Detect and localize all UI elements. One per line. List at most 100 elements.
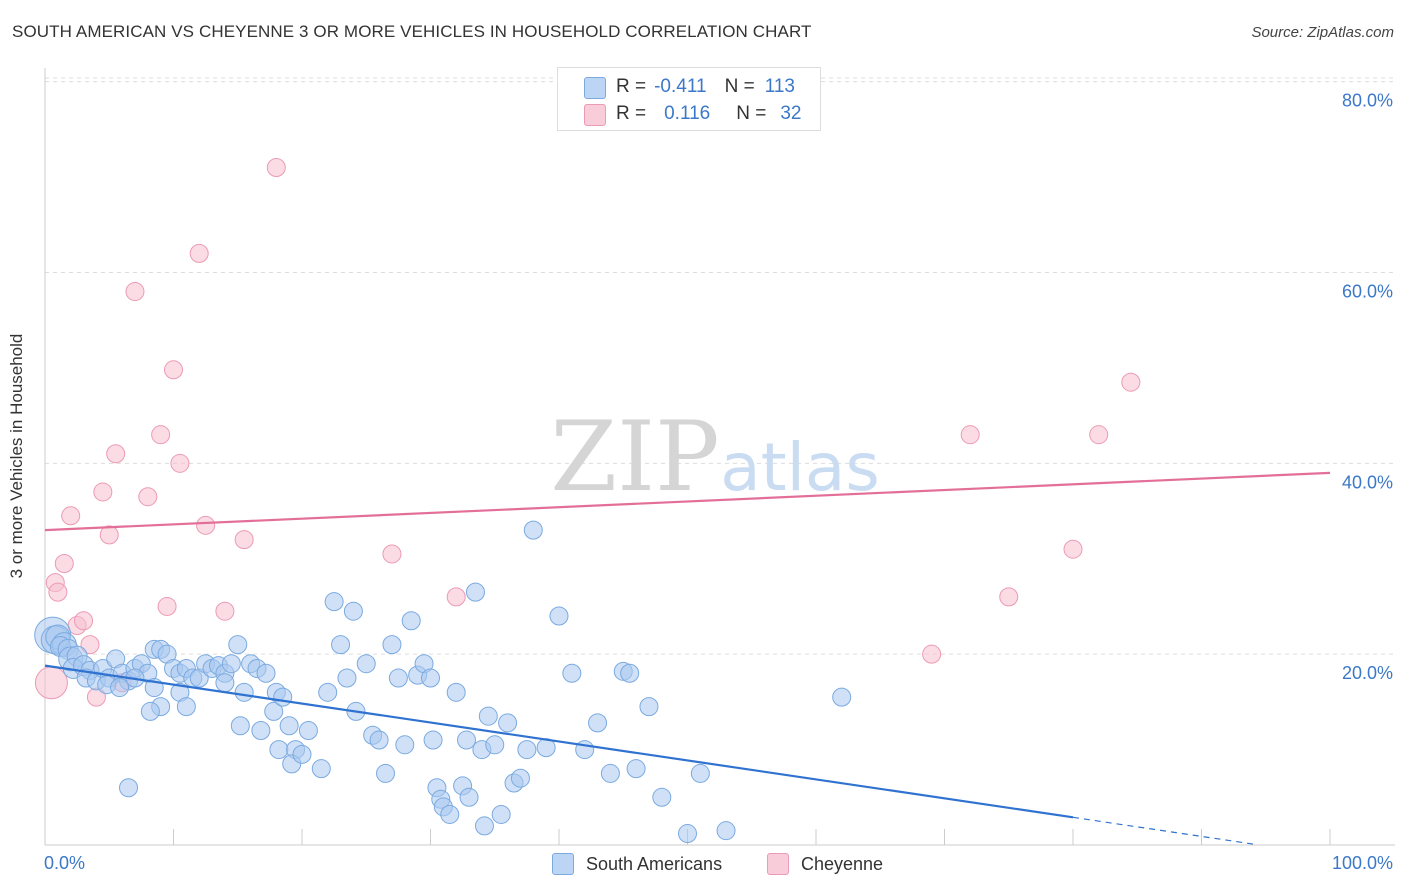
- south-americans-trend-extension: [1072, 816, 1253, 845]
- cheyenne-point: [922, 644, 942, 664]
- south-americans-point: [119, 778, 139, 798]
- cheyenne-trend-line: [44, 471, 1331, 532]
- cheyenne-point: [157, 596, 177, 616]
- south-americans-point: [256, 663, 276, 683]
- cheyenne-point: [960, 425, 980, 445]
- south-americans-point: [234, 682, 254, 702]
- legend-swatch-blue: [584, 77, 606, 99]
- bottom-legend-swatch-pink: [767, 853, 789, 875]
- south-americans-point: [600, 763, 620, 783]
- south-americans-point: [376, 763, 396, 783]
- legend-r-label: R =: [616, 103, 647, 124]
- trend-lines: [44, 471, 1331, 845]
- south-americans-point: [517, 740, 537, 760]
- south-americans-point: [474, 816, 494, 836]
- south-americans-point: [356, 654, 376, 674]
- south-americans-point: [269, 740, 289, 760]
- x-tick-label: 100.0%: [1332, 853, 1393, 873]
- cheyenne-point: [138, 487, 158, 507]
- south-americans-point: [491, 804, 511, 824]
- south-americans-point: [251, 720, 271, 740]
- south-americans-point: [230, 716, 250, 736]
- cheyenne-point: [99, 525, 119, 545]
- south-americans-point: [485, 735, 505, 755]
- south-americans-points: [34, 520, 852, 844]
- south-americans-point: [459, 787, 479, 807]
- south-americans-point: [690, 763, 710, 783]
- south-americans-trend-line: [44, 664, 1074, 819]
- south-americans-point: [478, 706, 498, 726]
- south-americans-point: [331, 635, 351, 655]
- south-americans-point: [465, 582, 485, 602]
- cheyenne-point: [189, 243, 209, 263]
- south-americans-point: [343, 601, 363, 621]
- legend-r-value: -0.411: [654, 76, 707, 97]
- south-americans-point: [279, 716, 299, 736]
- south-americans-point: [382, 635, 402, 655]
- south-americans-point: [446, 682, 466, 702]
- bottom-legend-swatch-blue: [552, 853, 574, 875]
- south-americans-point: [215, 673, 235, 693]
- south-americans-point: [324, 592, 344, 612]
- bottom-legend-south-americans: South Americans: [552, 852, 722, 876]
- y-axis-label: 3 or more Vehicles in Household: [7, 333, 26, 579]
- cheyenne-point: [80, 635, 100, 655]
- cheyenne-point: [1089, 425, 1109, 445]
- south-americans-point: [440, 804, 460, 824]
- chart-title: SOUTH AMERICAN VS CHEYENNE 3 OR MORE VEH…: [12, 22, 812, 41]
- legend-n-value: 113: [764, 76, 795, 97]
- cheyenne-point: [164, 360, 183, 380]
- south-americans-point: [626, 759, 646, 779]
- cheyenne-point: [61, 506, 81, 526]
- legend-r-value: 0.116: [664, 103, 711, 124]
- axes: [44, 68, 1395, 846]
- south-americans-point: [401, 611, 421, 631]
- cheyenne-points: [34, 158, 1141, 707]
- south-americans-point: [652, 787, 672, 807]
- correlation-legend: R = -0.411 N = 113 R = 0.116 N = 32: [557, 67, 821, 131]
- south-americans-point: [311, 759, 331, 779]
- cheyenne-point: [234, 530, 254, 550]
- cheyenne-point: [196, 515, 216, 535]
- south-americans-point: [678, 824, 697, 844]
- axis-labels: 20.0% 40.0% 60.0% 80.0% 0.0% 100.0%: [44, 91, 1393, 873]
- south-americans-point: [716, 821, 736, 841]
- cheyenne-point: [48, 582, 68, 602]
- south-americans-point: [498, 713, 518, 733]
- south-americans-point: [292, 744, 312, 764]
- south-americans-point: [549, 606, 569, 626]
- south-americans-point: [423, 730, 443, 750]
- bottom-legend-cheyenne: Cheyenne: [767, 852, 883, 876]
- cheyenne-point: [34, 666, 68, 700]
- south-americans-point: [273, 687, 293, 707]
- cheyenne-point: [170, 453, 190, 473]
- south-americans-point: [562, 663, 582, 683]
- y-tick-label: 20.0%: [1342, 663, 1393, 683]
- cheyenne-point: [446, 587, 466, 607]
- legend-row-south-americans: R = -0.411 N = 113: [584, 75, 795, 99]
- south-americans-point: [639, 697, 659, 717]
- cheyenne-point: [1063, 539, 1083, 559]
- south-americans-point: [588, 713, 608, 733]
- south-americans-point: [523, 520, 543, 540]
- cheyenne-point: [1121, 372, 1141, 392]
- south-americans-point: [388, 668, 408, 688]
- cheyenne-point: [125, 282, 145, 302]
- chart-source: Source: ZipAtlas.com: [1251, 24, 1394, 41]
- y-tick-label: 40.0%: [1342, 472, 1393, 492]
- cheyenne-point: [382, 544, 402, 564]
- legend-row-cheyenne: R = 0.116 N = 32: [584, 102, 802, 126]
- grid-lines: [45, 77, 1395, 655]
- south-americans-point: [221, 654, 241, 674]
- south-americans-point: [421, 668, 440, 688]
- cheyenne-point: [74, 611, 94, 631]
- south-americans-point: [620, 663, 640, 683]
- legend-n-value: 32: [780, 103, 802, 124]
- legend-n-label: N =: [724, 76, 755, 97]
- south-americans-point: [110, 678, 130, 698]
- south-americans-point: [176, 697, 196, 717]
- cheyenne-point: [54, 554, 74, 574]
- legend-r-label: R =: [616, 76, 647, 97]
- cheyenne-point: [151, 425, 171, 445]
